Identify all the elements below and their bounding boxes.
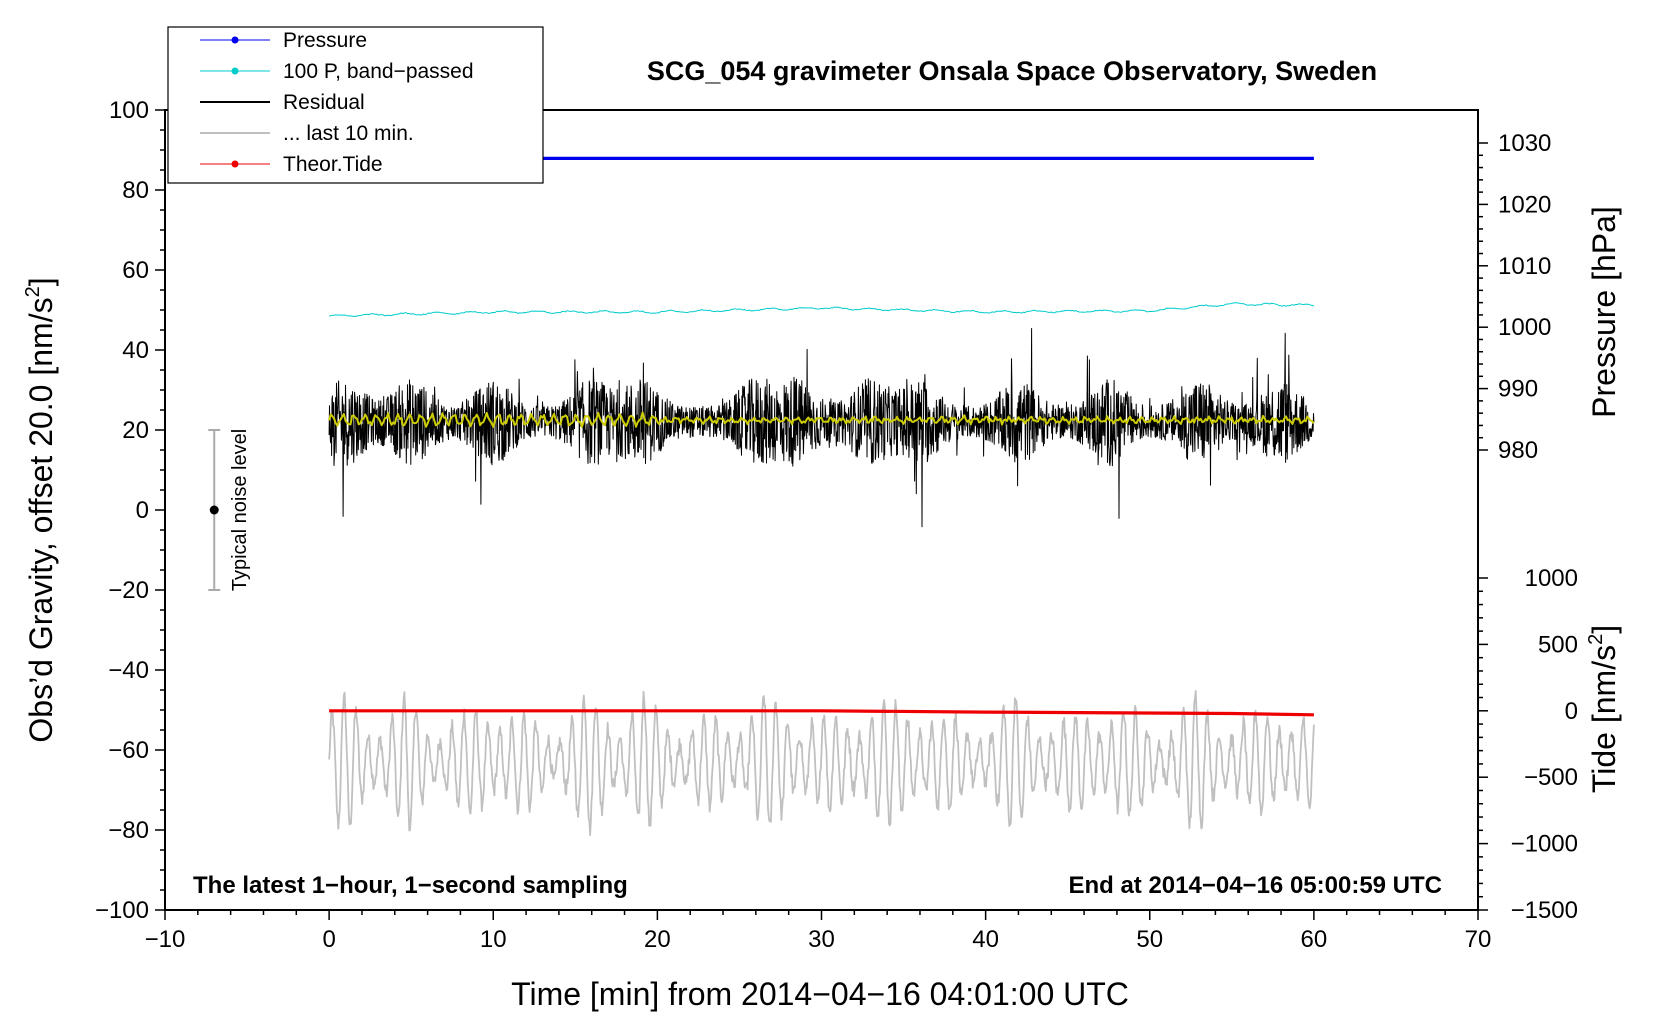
y-left-tick-label: −60 (108, 737, 149, 764)
annotation-right: End at 2014−04−16 05:00:59 UTC (1068, 872, 1442, 899)
tide-title-sup: 2 (1585, 634, 1607, 645)
tide-tick-label: 1000 (1525, 565, 1578, 592)
legend-swatch-marker (231, 36, 239, 44)
x-tick-label: 20 (644, 926, 671, 953)
legend-label: ... last 10 min. (283, 122, 414, 145)
legend: Pressure 100 P, band−passed Residual ... la… (167, 26, 544, 184)
legend-label: Residual (283, 91, 365, 114)
noise-center-dot (209, 505, 219, 515)
tide-title-end: ] (1586, 625, 1622, 634)
x-axis-title: Time [min] from 2014−04−16 04:01:00 UTC (511, 976, 1129, 1012)
noise-indicator: Typical noise level (208, 429, 251, 591)
pressure-tick-label: 1010 (1498, 253, 1551, 280)
y-left-tick-label: 80 (122, 177, 149, 204)
last-10-min-series-line (328, 690, 1315, 836)
legend-label: Theor.Tide (283, 153, 383, 176)
y-left-tick-label: 0 (136, 497, 149, 524)
y-left-title-sup: 2 (22, 286, 44, 297)
legend-label: 100 P, band−passed (283, 60, 474, 83)
x-tick-label: 40 (972, 926, 999, 953)
x-tick-label: 10 (480, 926, 507, 953)
chart-title: SCG_054 gravimeter Onsala Space Observat… (647, 56, 1377, 86)
100-p-band-passed-series-line (328, 302, 1315, 317)
theor-tide-series-line (329, 709, 1314, 717)
y-left-tick-label: −20 (108, 577, 149, 604)
x-tick-label: 0 (322, 926, 335, 953)
legend-swatch-marker (231, 160, 239, 168)
pressure-tick-label: 1030 (1498, 130, 1551, 157)
y-axis-pressure-title: Pressure [hPa] (1586, 206, 1622, 418)
x-tick-label: 30 (808, 926, 835, 953)
y-left-tick-label: 20 (122, 417, 149, 444)
y-left-title-end: ] (23, 277, 59, 286)
legend-label: Pressure (283, 29, 367, 52)
noise-label: Typical noise level (229, 429, 251, 591)
y-axis-tide-title: Tide [nm/s2] (1585, 625, 1622, 793)
y-left-tick-label: −40 (108, 657, 149, 684)
tide-tick-label: 500 (1538, 631, 1578, 658)
x-tick-label: 50 (1136, 926, 1163, 953)
legend-box (167, 26, 544, 184)
y-left-tick-label: −100 (95, 897, 149, 924)
residual-smoothed-series-line (328, 411, 1315, 428)
legend-swatch-marker (231, 67, 239, 75)
y-left-tick-label: 40 (122, 337, 149, 364)
residual-series-line (328, 328, 1315, 528)
annotation-left: The latest 1−hour, 1−second sampling (193, 872, 628, 899)
x-tick-label: 60 (1301, 926, 1328, 953)
tide-tick-label: −500 (1524, 764, 1578, 791)
series-group (328, 156, 1315, 836)
y-axis-left-title: Obs’d Gravity, offset 20.0 [nm/s2] (22, 277, 59, 742)
pressure-tick-label: 1020 (1498, 191, 1551, 218)
tide-tick-label: −1500 (1511, 897, 1578, 924)
pressure-tick-label: 980 (1498, 437, 1538, 464)
y-left-tick-label: 100 (109, 97, 149, 124)
pressure-tick-label: 990 (1498, 376, 1538, 403)
y-left-title-main: Obs’d Gravity, offset 20.0 [nm/s (23, 297, 59, 742)
tide-tick-label: 0 (1565, 698, 1578, 725)
y-left-tick-label: −80 (108, 817, 149, 844)
y-left-tick-label: 60 (122, 257, 149, 284)
axis-ticks: −10 0 10 20 30 40 50 60 70100806040200−20−40−60−… (95, 97, 1578, 953)
tide-tick-label: −1000 (1511, 831, 1578, 858)
pressure-tick-label: 1000 (1498, 314, 1551, 341)
tide-title-main: Tide [nm/s (1586, 645, 1622, 793)
x-tick-label: −10 (145, 926, 186, 953)
x-tick-label: 70 (1465, 926, 1492, 953)
